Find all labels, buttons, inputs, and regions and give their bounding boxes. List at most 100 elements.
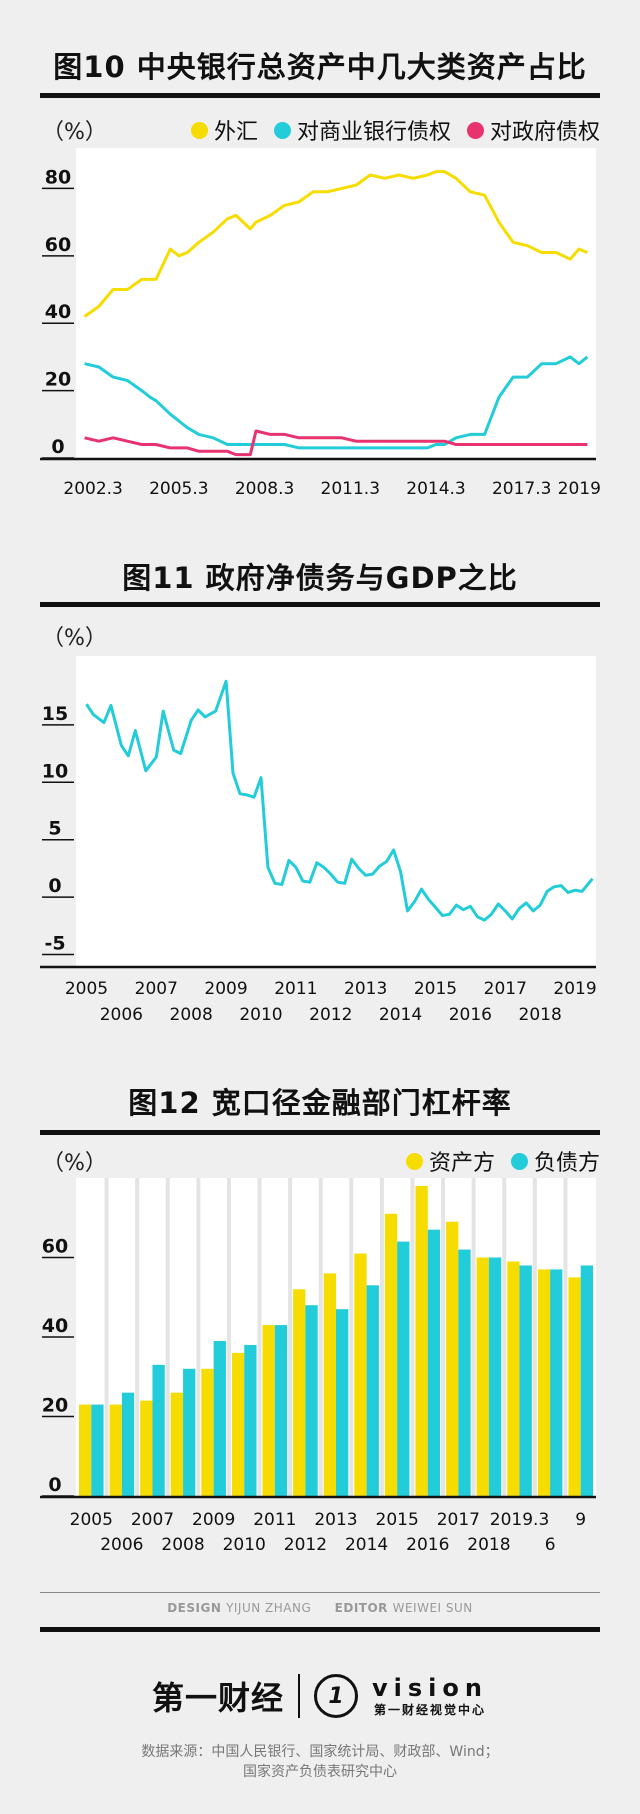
legend-label-gov-claims: 对政府债权 xyxy=(489,120,600,145)
legend-label-asset-side: 资产方 xyxy=(428,1151,495,1176)
x-tick-label: 2011.3 xyxy=(321,479,380,499)
y-tick-label: 0 xyxy=(51,436,64,458)
editor-name: WEIWEI SUN xyxy=(392,1601,473,1615)
plot-background xyxy=(76,148,596,458)
bar xyxy=(354,1253,367,1496)
bar xyxy=(384,1213,398,1496)
bar xyxy=(274,1325,288,1496)
x-tick-label: 2017 xyxy=(484,979,527,999)
x-tick-label: 2019.3 xyxy=(490,1510,549,1530)
y-tick-label: 20 xyxy=(45,369,71,391)
x-tick-label: 2011 xyxy=(274,979,317,999)
bar xyxy=(537,1269,551,1496)
bar xyxy=(79,1404,92,1496)
chart10-top-rule xyxy=(40,93,600,98)
y-tick-label: 0 xyxy=(48,1474,61,1496)
bar xyxy=(109,1404,122,1496)
chart12-unit-label: （%） xyxy=(42,1151,107,1176)
x-tick-label: 2008 xyxy=(170,1005,213,1025)
bar xyxy=(183,1368,196,1496)
source-line-1: 数据来源：中国人民银行、国家统计局、财政部、Wind； xyxy=(141,1744,499,1760)
x-tick-label: 2013 xyxy=(314,1510,357,1530)
x-tick-label: 2002.3 xyxy=(63,479,122,499)
x-tick-label: 2018 xyxy=(467,1535,510,1555)
y-tick-label: 20 xyxy=(42,1395,68,1417)
chart10-unit-label: （%） xyxy=(42,120,107,145)
legend-label-fx: 外汇 xyxy=(213,120,258,145)
x-tick-label: 2010 xyxy=(223,1535,266,1555)
legend-dot-cyan xyxy=(273,121,291,139)
y-tick-label: 5 xyxy=(48,818,61,840)
chart12-title: 图12 宽口径金融部门杠杆率 xyxy=(128,1086,512,1120)
bar xyxy=(140,1400,153,1496)
chart12-top-rule xyxy=(40,1130,600,1135)
chart12-plot: 0 20 40 60 2005 2007 2009 2011 2013 2015 2017 2019.… xyxy=(40,1178,596,1555)
vision-subtitle: 第一财经视觉中心 xyxy=(373,1702,486,1717)
bar xyxy=(336,1309,349,1496)
x-tick-label: 2006 xyxy=(100,1535,143,1555)
legend-label-bank-claims: 对商业银行债权 xyxy=(296,120,451,145)
chart11-unit-label: （%） xyxy=(42,626,107,651)
series-line xyxy=(84,429,588,457)
x-tick-label: 6 xyxy=(545,1535,556,1555)
bar xyxy=(231,1352,245,1496)
bar xyxy=(244,1344,257,1496)
x-tick-label: 2015 xyxy=(376,1510,419,1530)
bar xyxy=(550,1269,563,1496)
vision-text-block: vision 第一财经视觉中心 xyxy=(372,1675,488,1718)
y-tick-label: 40 xyxy=(45,301,71,323)
bar xyxy=(446,1221,459,1496)
source-line-2: 国家资产负债表研究中心 xyxy=(243,1764,397,1780)
y-tick-label: 40 xyxy=(42,1315,68,1337)
brand-block: 第一财经 1 vision 第一财经视觉中心 xyxy=(0,1673,640,1719)
series-line xyxy=(83,170,588,318)
x-tick-label: 2008.3 xyxy=(235,479,294,499)
credits-divider xyxy=(40,1592,600,1593)
x-tick-label: 2006 xyxy=(100,1005,143,1025)
bar xyxy=(201,1368,214,1496)
x-tick-label: 2012 xyxy=(309,1005,352,1025)
source-note: 数据来源：中国人民银行、国家统计局、财政部、Wind； 国家资产负债表研究中心 xyxy=(0,1742,640,1782)
x-tick-label: 9 xyxy=(575,1510,586,1530)
y-tick-label: 60 xyxy=(45,234,71,256)
x-tick-label: 2009 xyxy=(192,1510,235,1530)
bottom-rule xyxy=(40,1627,600,1632)
x-tick-label: 2013 xyxy=(344,979,387,999)
chart11-plot: -5 0 5 10 15 2005 2007 2009 2011 2013 2015 2017 2019… xyxy=(40,656,597,1025)
x-tick-label: 2005.3 xyxy=(149,479,208,499)
chart10-plot: 0 20 40 60 80 2002.3 2005.3 2008.3 2011.3 2014.3 2… xyxy=(40,148,600,499)
x-tick-label: 2019.6 xyxy=(558,479,600,499)
chart10-title: 图10 中央银行总资产中几大类资产占比 xyxy=(53,50,587,84)
y-tick-label: 15 xyxy=(42,703,68,725)
x-tick-label: 2008 xyxy=(161,1535,204,1555)
x-tick-label: 2007 xyxy=(131,1510,174,1530)
x-tick-label: 2010 xyxy=(239,1005,282,1025)
x-tick-label: 2005 xyxy=(70,1510,113,1530)
credits-line: DESIGN YIJUN ZHANG EDITOR WEIWEI SUN xyxy=(0,1601,640,1615)
x-tick-label: 2011 xyxy=(253,1510,296,1530)
x-tick-label: 2015 xyxy=(414,979,457,999)
legend-label-liability-side: 负债方 xyxy=(533,1151,600,1176)
y-tick-label: 10 xyxy=(42,760,68,782)
bar xyxy=(458,1249,471,1496)
legend-dot-pink xyxy=(466,121,484,139)
x-tick-label: 2014 xyxy=(379,1005,422,1025)
bar xyxy=(519,1265,532,1496)
bar xyxy=(397,1241,410,1496)
bar xyxy=(213,1340,226,1496)
x-tick-label: 2016 xyxy=(406,1535,449,1555)
bar xyxy=(568,1277,581,1496)
bar xyxy=(580,1265,593,1496)
bar xyxy=(121,1392,135,1496)
legend-dot-yellow xyxy=(405,1152,423,1170)
series-line xyxy=(85,679,594,922)
x-tick-label: 2005 xyxy=(65,979,108,999)
x-tick-label: 2014 xyxy=(345,1535,388,1555)
bar xyxy=(305,1305,318,1496)
series-line xyxy=(84,355,589,450)
y-tick-label: 60 xyxy=(42,1236,68,1258)
bar xyxy=(152,1364,165,1496)
bar xyxy=(262,1325,275,1496)
brand-name: 第一财经 xyxy=(152,1679,285,1717)
bar xyxy=(476,1257,489,1496)
